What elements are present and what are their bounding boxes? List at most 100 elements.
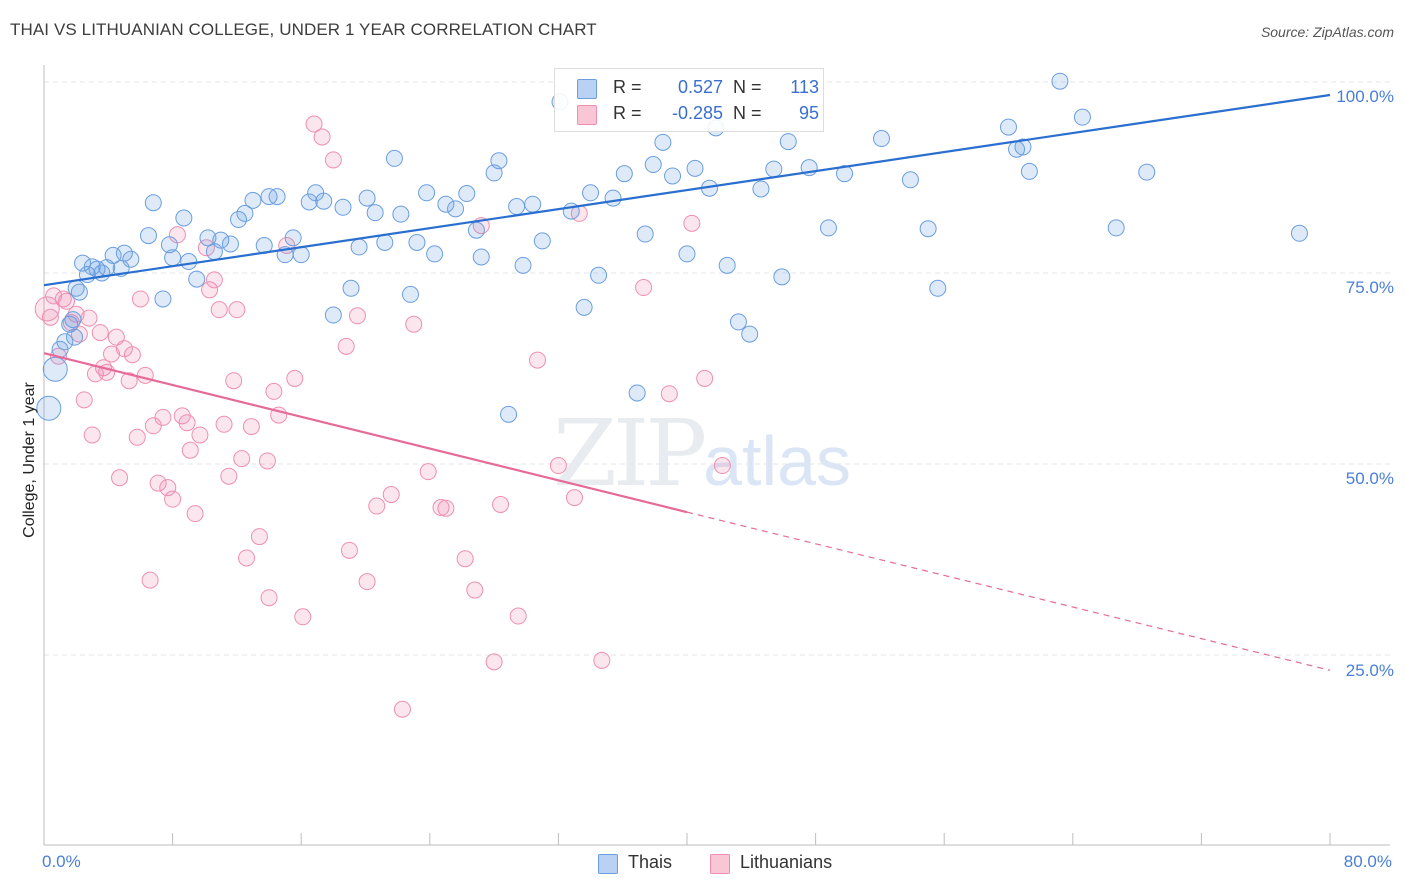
thais-point bbox=[230, 211, 248, 229]
lithuanians-point bbox=[250, 528, 268, 546]
axes bbox=[43, 65, 1390, 846]
y-tick-label-100: 100.0% bbox=[1336, 87, 1394, 106]
thais-point bbox=[590, 266, 608, 284]
lithuanians-point bbox=[186, 505, 204, 523]
legend-r-value: 0.527 bbox=[677, 77, 723, 97]
lithuanians-point bbox=[128, 428, 146, 446]
bottom-legend-label: Thais bbox=[628, 852, 673, 872]
thais-point bbox=[678, 245, 696, 263]
thais-point bbox=[500, 405, 518, 423]
chart-title: THAI VS LITHUANIAN COLLEGE, UNDER 1 YEAR… bbox=[10, 20, 597, 39]
lithuanians-point bbox=[34, 296, 60, 322]
thais-point bbox=[779, 133, 797, 151]
thais-point bbox=[773, 268, 791, 286]
thais-point bbox=[83, 258, 101, 276]
lithuanians-point bbox=[41, 308, 59, 326]
thais-point bbox=[901, 171, 919, 189]
thais-point bbox=[654, 133, 672, 151]
thais-point bbox=[819, 219, 837, 237]
thais-point bbox=[342, 279, 360, 297]
lithuanians-point bbox=[131, 290, 149, 308]
legend-n-label: N = bbox=[733, 77, 762, 97]
watermark-atlas: atlas bbox=[703, 422, 852, 500]
thais-point bbox=[582, 184, 600, 202]
source-label: Source: ZipAtlas.com bbox=[1260, 24, 1394, 40]
lithuanians-point bbox=[358, 573, 376, 591]
thais-point bbox=[402, 285, 420, 303]
legend-r-label: R = bbox=[613, 77, 642, 97]
thais-point bbox=[164, 249, 182, 267]
lithuanians-point bbox=[683, 214, 701, 232]
lithuanians-point bbox=[260, 589, 278, 607]
lithuanians-swatch bbox=[577, 105, 597, 125]
thais-point bbox=[636, 225, 654, 243]
x-tick-label-min: 0.0% bbox=[42, 852, 81, 871]
thais-point bbox=[104, 246, 122, 264]
thais-point bbox=[615, 165, 633, 183]
legend-n-value: 95 bbox=[798, 103, 819, 123]
lithuanians-point bbox=[91, 324, 109, 342]
thais-point bbox=[533, 232, 551, 250]
lithuanians-point bbox=[233, 450, 251, 468]
lithuanians-point bbox=[120, 372, 138, 390]
lithuanians-point bbox=[382, 486, 400, 504]
lithuanians-trend-line bbox=[43, 352, 688, 514]
thais-point bbox=[366, 204, 384, 222]
lithuanians-point bbox=[58, 292, 76, 310]
thais-point bbox=[644, 156, 662, 174]
lithuanians-point bbox=[324, 151, 342, 169]
thais-point bbox=[1000, 118, 1017, 136]
thais-point bbox=[718, 256, 736, 274]
legend-r-label: R = bbox=[613, 103, 642, 123]
thais-point bbox=[873, 130, 891, 148]
thais-point bbox=[199, 229, 217, 247]
thais-point bbox=[929, 279, 947, 297]
thais-point bbox=[1020, 162, 1038, 180]
x-tick-label-max: 80.0% bbox=[1343, 852, 1392, 871]
thais-point bbox=[358, 189, 376, 207]
lithuanians-point bbox=[67, 305, 85, 323]
thais-point bbox=[472, 248, 490, 266]
lithuanians-point bbox=[210, 301, 228, 319]
lithuanians-point bbox=[225, 372, 243, 390]
thais-point bbox=[244, 191, 262, 209]
thais-point bbox=[729, 313, 747, 331]
thais-point bbox=[122, 250, 140, 268]
lithuanians-swatch bbox=[710, 854, 730, 874]
legend-row-lithuanians: R = -0.285 N = 95 bbox=[555, 101, 823, 127]
lithuanians-point bbox=[215, 415, 233, 433]
lithuanians-point bbox=[340, 541, 358, 559]
thais-point bbox=[61, 315, 79, 333]
lithuanians-point bbox=[136, 366, 154, 384]
lithuanians-point bbox=[509, 607, 527, 625]
lithuanians-point bbox=[368, 497, 386, 515]
lithuanians-point bbox=[696, 369, 714, 387]
lithuanians-point bbox=[593, 651, 611, 669]
lithuanians-point bbox=[313, 128, 331, 146]
thais-point bbox=[160, 236, 178, 254]
lithuanians-point bbox=[80, 309, 98, 327]
thais-point bbox=[765, 160, 783, 178]
legend-n-value: 113 bbox=[790, 77, 819, 97]
lithuanians-point bbox=[45, 287, 63, 305]
lithuanians-point bbox=[83, 426, 101, 444]
lithuanians-point bbox=[432, 499, 450, 517]
lithuanians-point bbox=[337, 337, 355, 355]
lithuanians-point bbox=[393, 700, 411, 718]
thais-point bbox=[575, 298, 593, 316]
lithuanians-point bbox=[238, 549, 256, 567]
lithuanians-point bbox=[529, 351, 547, 369]
lithuanians-point bbox=[220, 467, 238, 485]
thais-point bbox=[56, 333, 74, 351]
thais-point bbox=[115, 244, 133, 262]
trend-lines bbox=[43, 93, 1331, 671]
thais-point bbox=[919, 220, 937, 238]
thais-point bbox=[1073, 108, 1091, 126]
thais-point bbox=[315, 192, 333, 210]
lithuanians-point bbox=[437, 499, 455, 517]
thais-point bbox=[334, 198, 352, 216]
lithuanians-point bbox=[228, 301, 246, 319]
thais-point bbox=[212, 231, 230, 249]
thais-point bbox=[42, 356, 68, 382]
lithuanians-point bbox=[456, 550, 474, 568]
